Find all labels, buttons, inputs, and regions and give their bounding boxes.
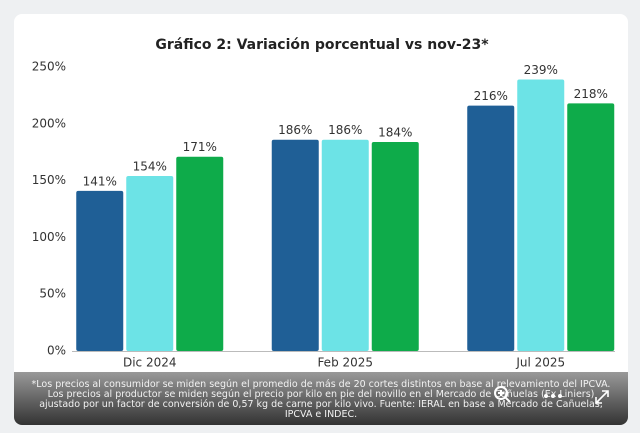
footnote: *Los precios al consumidor se miden segú… xyxy=(14,372,628,425)
value-label: 186% xyxy=(328,123,362,137)
bar xyxy=(271,139,319,351)
x-tick-label: Dic 2024 xyxy=(123,356,177,370)
bar xyxy=(371,141,419,351)
bar xyxy=(176,156,224,351)
y-tick-label: 0% xyxy=(47,344,66,358)
value-label: 154% xyxy=(133,160,167,174)
value-label: 184% xyxy=(378,125,412,139)
value-label: 218% xyxy=(574,87,608,101)
bar xyxy=(467,105,515,352)
bar xyxy=(126,176,174,351)
x-tick-label: Feb 2025 xyxy=(317,356,373,370)
value-label: 141% xyxy=(83,174,117,188)
x-tick-label: Jul 2025 xyxy=(515,356,565,370)
y-tick-label: 150% xyxy=(32,173,66,187)
y-tick-label: 100% xyxy=(32,230,66,244)
bar xyxy=(517,79,565,351)
value-label: 216% xyxy=(474,89,508,103)
value-label: 186% xyxy=(278,123,312,137)
bar xyxy=(321,139,369,351)
y-tick-label: 50% xyxy=(39,287,66,301)
value-label: 239% xyxy=(524,63,558,77)
y-tick-label: 250% xyxy=(32,60,66,74)
value-label: 171% xyxy=(183,140,217,154)
y-tick-label: 200% xyxy=(32,116,66,130)
chart-title: Gráfico 2: Variación porcentual vs nov-2… xyxy=(155,37,489,53)
bar xyxy=(567,103,615,352)
bar xyxy=(76,190,124,351)
